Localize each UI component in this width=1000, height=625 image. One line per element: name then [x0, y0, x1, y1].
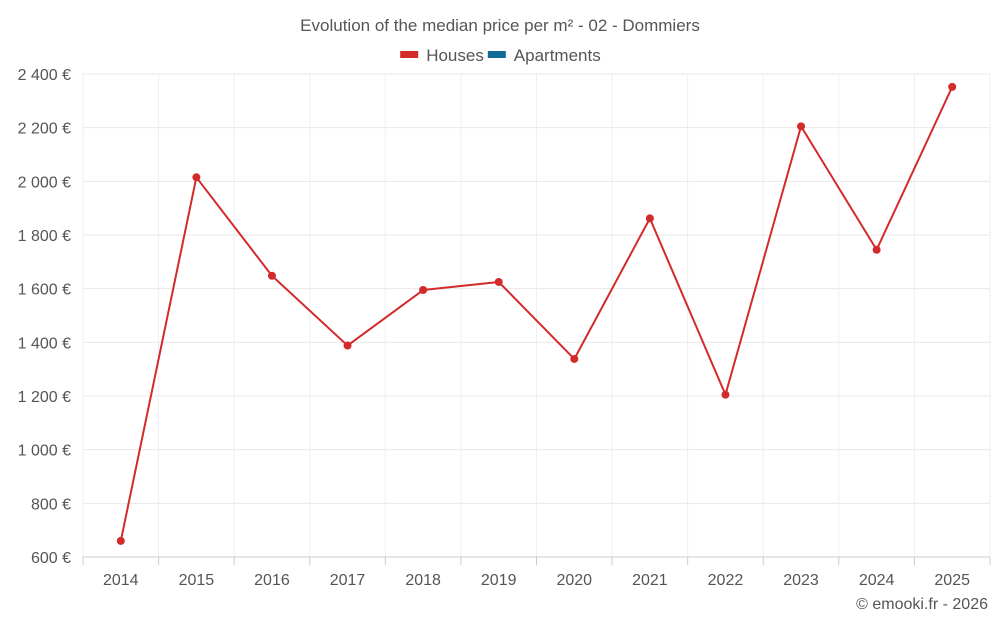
y-tick-label: 2 400 € — [18, 67, 71, 84]
x-tick-label: 2016 — [254, 572, 290, 589]
data-point[interactable] — [570, 354, 579, 363]
y-tick-label: 2 000 € — [18, 174, 71, 191]
legend: Houses Apartments — [400, 46, 601, 65]
y-tick-label: 1 600 € — [18, 282, 71, 299]
data-point[interactable] — [948, 82, 957, 91]
series — [116, 82, 957, 545]
x-tick-label: 2024 — [859, 572, 895, 589]
x-tick-label: 2014 — [103, 572, 139, 589]
x-tick-label: 2019 — [481, 572, 517, 589]
y-tick-label: 800 € — [31, 496, 71, 513]
legend-swatch — [487, 51, 506, 58]
data-point[interactable] — [645, 214, 654, 223]
legend-label: Apartments — [514, 46, 601, 65]
data-point[interactable] — [721, 390, 730, 399]
x-tick-label: 2025 — [934, 572, 970, 589]
x-axis: 2014 2015 2016 2017 2018 2019 2020 2021 2022 2023… — [82, 556, 991, 589]
data-point[interactable] — [116, 536, 125, 545]
data-point[interactable] — [267, 271, 276, 280]
y-tick-label: 600 € — [31, 550, 71, 567]
y-tick-label: 1 200 € — [18, 389, 71, 406]
y-tick-label: 1 000 € — [18, 443, 71, 460]
data-point[interactable] — [192, 173, 201, 182]
y-tick-label: 1 800 € — [18, 228, 71, 245]
x-tick-label: 2017 — [330, 572, 366, 589]
legend-item-houses[interactable]: Houses — [400, 46, 484, 65]
data-point[interactable] — [419, 286, 428, 295]
y-axis: 600 € 800 € 1 000 € 1 200 € 1 400 € 1 600 € 1 … — [18, 67, 71, 567]
x-tick-label: 2022 — [708, 572, 744, 589]
legend-swatch — [400, 51, 419, 58]
data-point[interactable] — [343, 341, 352, 350]
data-point[interactable] — [494, 277, 503, 286]
legend-label: Houses — [426, 46, 484, 65]
data-point[interactable] — [797, 122, 806, 131]
grid — [82, 73, 991, 558]
x-tick-label: 2015 — [179, 572, 215, 589]
x-tick-label: 2023 — [783, 572, 819, 589]
x-tick-label: 2021 — [632, 572, 668, 589]
y-tick-label: 2 200 € — [18, 121, 71, 138]
legend-item-apartments[interactable]: Apartments — [487, 46, 601, 65]
series-line-houses — [119, 86, 954, 542]
x-tick-label: 2018 — [405, 572, 441, 589]
data-point[interactable] — [872, 245, 881, 254]
footer-credit: © emooki.fr - 2026 — [856, 596, 988, 613]
x-tick-label: 2020 — [556, 572, 592, 589]
y-tick-label: 1 400 € — [18, 335, 71, 352]
chart-title: Evolution of the median price per m² - 0… — [300, 16, 700, 35]
